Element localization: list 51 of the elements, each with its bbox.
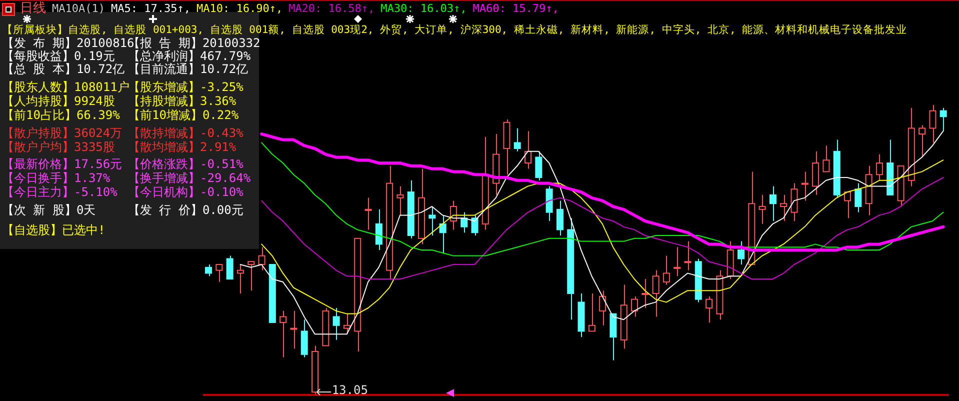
candlestick (578, 293, 585, 338)
candlestick (290, 310, 298, 350)
candlestick (599, 290, 606, 326)
text: MA5: 17.35↑, (110, 1, 190, 17)
text: 【前10占比】66.39% (2, 107, 120, 123)
text: 【次 新 股】0天 (2, 202, 96, 218)
text: MA10A(1) (52, 1, 105, 17)
candlestick (364, 197, 372, 230)
annotation: 【换手增减】-29.64% (128, 170, 251, 186)
text: 【散户户均】3335股 (2, 139, 115, 155)
text: 【今日换手】1.37% (2, 170, 110, 186)
candlestick (642, 278, 649, 308)
text: 【目前流通】10.72亿 (128, 62, 248, 77)
candlestick (865, 165, 872, 216)
annotation: 【价格涨跌】-0.51% (128, 156, 244, 172)
candlestick (524, 130, 532, 170)
candlestick (620, 284, 628, 350)
candlestick (758, 194, 766, 224)
annotation: 【散持增减】-0.43% (128, 125, 244, 141)
candlestick (769, 186, 776, 222)
text: 【散户持股】36024万 (2, 125, 122, 141)
annotation: 【发 行 价】0.00元 (128, 202, 244, 218)
text: 【总 股 本】10.72亿 (2, 62, 125, 77)
text: 【发 布 期】20100816 (2, 35, 134, 50)
candlestick (929, 105, 936, 144)
candlestick (567, 218, 574, 320)
text: MA10: 16.90↑, (196, 1, 283, 17)
candlestick (492, 134, 500, 196)
candlestick (556, 200, 564, 236)
text: 【人均持股】9924股 (2, 93, 115, 109)
candlestick (801, 171, 808, 202)
text: 【所属板块】自选股, 自选股 001+003, 自选股 001额, 自选股 003现2, 外贸, 大订单, 沪深300, 稀土永磁, 新材料, 新能源, 中字头, 北京, 能源、材料和机械电子设备批发业 (2, 23, 908, 37)
text: 【总净利润】467.79% (128, 49, 251, 63)
text: 【今日主力】-5.10% (2, 184, 118, 200)
text: MA60: 15.79↑, (472, 1, 559, 17)
text: 日线 (20, 1, 46, 17)
candlestick (780, 194, 788, 222)
annotation: 13.05 (332, 383, 368, 397)
candlestick (375, 208, 382, 250)
annotation: 【今日机构】-0.10% (128, 184, 244, 200)
annotation: 【散均增减】2.91% (128, 139, 236, 155)
text: 【每股收益】0.19元 (2, 48, 115, 63)
text: MA30: 16.03↑, (380, 1, 467, 17)
text: 【自选股】已选中! (2, 222, 106, 238)
annotation: 【前10增减】0.22% (128, 107, 239, 123)
annotation: 【持股增减】3.36% (128, 93, 236, 109)
candlestick (396, 186, 404, 216)
text: 【股东人数】108011户 (2, 79, 130, 95)
text: 【股东增减】-3.25% (128, 79, 244, 95)
text: 【最新价格】17.56元 (2, 156, 122, 172)
text: MA20: 16.58↑, (288, 1, 375, 17)
